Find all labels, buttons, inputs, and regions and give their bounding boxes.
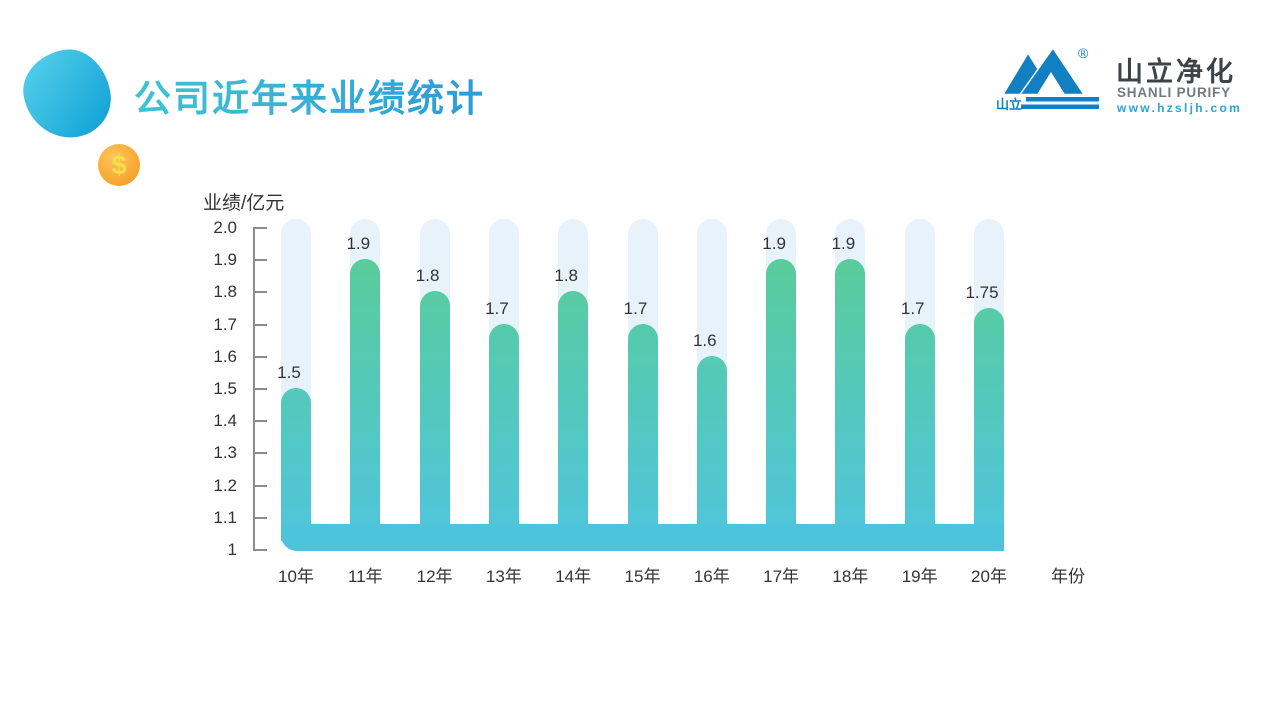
y-axis-tick xyxy=(253,420,267,423)
shanli-logo-icon: 山立 ® 山立净化 SHANLI PURIFY www.hzsljh.com xyxy=(996,45,1242,115)
y-tick-label: 1.3 xyxy=(213,443,237,463)
value-label: 1.5 xyxy=(277,363,301,382)
decorative-blob xyxy=(17,43,117,145)
y-axis-tick xyxy=(253,323,267,326)
logo-name-en: SHANLI PURIFY xyxy=(1117,85,1231,100)
y-tick-label: 1.1 xyxy=(213,507,237,527)
bar xyxy=(627,323,658,541)
y-tick-label: 2.0 xyxy=(213,218,237,237)
x-tick-label: 16年 xyxy=(693,567,730,586)
logo-website: www.hzsljh.com xyxy=(1116,101,1242,115)
y-tick-label: 1 xyxy=(227,540,237,559)
x-tick-label: 10年 xyxy=(278,567,314,586)
registered-mark: ® xyxy=(1078,45,1089,61)
y-axis-tick xyxy=(253,484,267,487)
value-label: 1.6 xyxy=(692,330,717,350)
x-tick-label: 17年 xyxy=(763,567,800,586)
page-title: 公司近年来业绩统计 xyxy=(134,68,485,122)
y-tick-label: 1.9 xyxy=(213,250,237,270)
y-axis-tick xyxy=(253,388,267,390)
y-tick-label: 1.6 xyxy=(213,346,237,366)
value-label: 1.9 xyxy=(831,234,856,254)
bar xyxy=(488,323,519,541)
value-label: 1.9 xyxy=(346,234,371,254)
bar xyxy=(696,355,727,541)
x-tick-label: 18年 xyxy=(832,567,869,586)
company-logo: 山立 ® 山立净化 SHANLI PURIFY www.hzsljh.com xyxy=(990,38,1244,122)
bar xyxy=(281,388,311,541)
bar xyxy=(974,307,1004,541)
x-tick-label: 13年 xyxy=(485,567,522,586)
y-axis-tick xyxy=(253,355,267,358)
value-label: 1.9 xyxy=(762,234,786,254)
logo-name-cn: 山立净化 xyxy=(1116,56,1236,87)
y-axis-tick xyxy=(253,291,267,294)
bar xyxy=(419,291,450,541)
value-label: 1.75 xyxy=(965,282,999,302)
logo-mark-text: 山立 xyxy=(996,97,1022,112)
value-label: 1.8 xyxy=(554,266,578,286)
x-tick-label: 14年 xyxy=(555,567,592,586)
bar xyxy=(558,291,589,541)
bar xyxy=(904,323,935,541)
value-label: 1.7 xyxy=(900,298,925,318)
y-tick-label: 1.8 xyxy=(213,282,237,302)
base-strip xyxy=(281,524,1004,551)
y-tick-label: 1.4 xyxy=(213,411,237,431)
value-label: 1.8 xyxy=(415,266,440,286)
y-tick-label: 1.5 xyxy=(213,379,237,398)
x-tick-label: 15年 xyxy=(624,567,661,586)
x-axis-title: 年份 xyxy=(1051,567,1085,586)
mountain-notch xyxy=(1037,72,1065,95)
x-tick-label: 11年 xyxy=(347,567,383,586)
dollar-symbol: $ xyxy=(111,149,127,180)
coin-icon: $ xyxy=(98,144,140,186)
y-tick-label: 1.7 xyxy=(213,314,237,334)
x-tick-label: 19年 xyxy=(901,567,938,586)
logo-underline-2 xyxy=(1021,104,1099,109)
bar xyxy=(835,259,866,541)
value-label: 1.7 xyxy=(623,298,648,318)
y-tick-label: 1.2 xyxy=(213,475,237,495)
y-axis-title: 业绩/亿元 xyxy=(203,193,285,214)
value-label: 1.7 xyxy=(485,298,509,318)
bar xyxy=(350,259,381,541)
y-axis-tick xyxy=(253,516,267,519)
y-axis-tick xyxy=(253,549,267,551)
y-axis-tick xyxy=(253,452,267,455)
x-tick-label: 20年 xyxy=(971,567,1007,586)
y-axis-tick xyxy=(253,227,267,229)
y-axis-tick xyxy=(253,259,267,262)
bar xyxy=(766,259,797,541)
x-tick-label: 12年 xyxy=(416,567,453,586)
logo-underline-1 xyxy=(1026,97,1099,102)
